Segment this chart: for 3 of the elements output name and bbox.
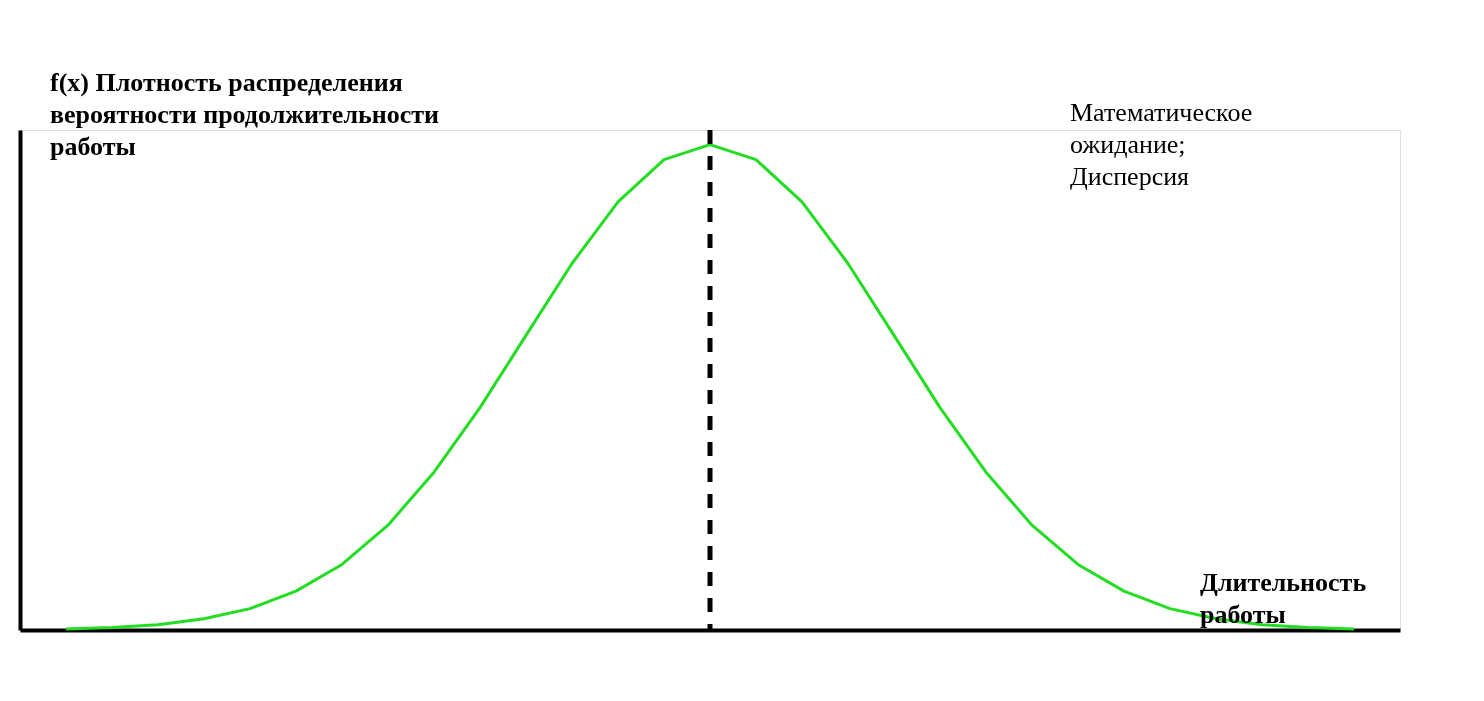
x-axis-title: Длительность работы [1200, 568, 1367, 629]
annotation: Математическое ожидание; Дисперсия [1070, 98, 1253, 191]
y-axis-title: f(x) Плотность распределения вероятности продолжительности работы [50, 68, 440, 161]
